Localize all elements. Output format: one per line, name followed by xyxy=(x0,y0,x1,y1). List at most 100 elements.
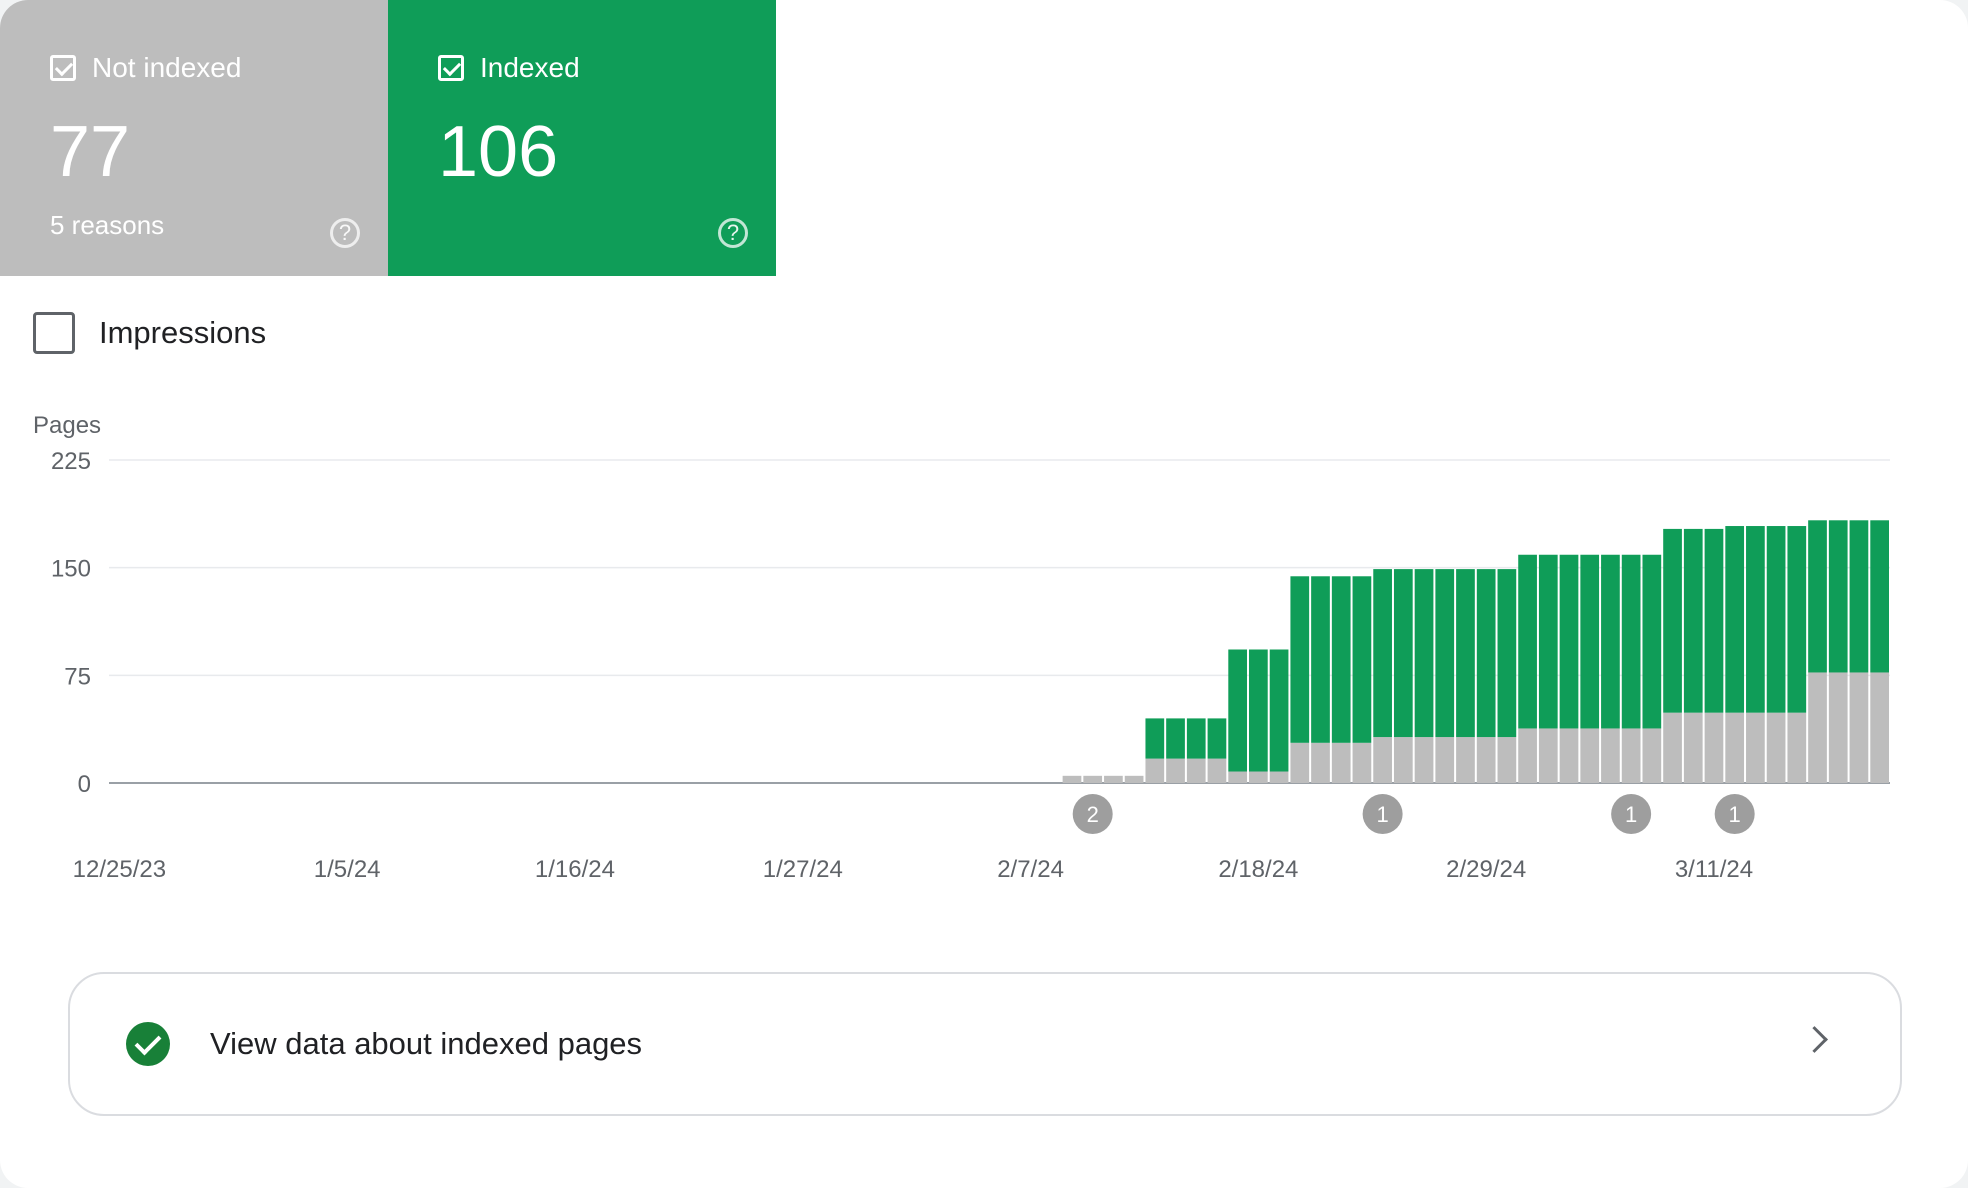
bar-not-indexed xyxy=(1538,728,1558,783)
bar-not-indexed xyxy=(1352,742,1372,783)
bar-indexed xyxy=(1828,520,1848,673)
bar-indexed xyxy=(1663,528,1682,713)
bar-indexed xyxy=(1414,569,1434,738)
x-tick-label: 1/16/24 xyxy=(535,856,615,883)
bar-not-indexed xyxy=(1145,758,1165,783)
bar-not-indexed xyxy=(1373,737,1392,783)
bar-indexed xyxy=(1331,576,1351,743)
checkbox-checked-icon[interactable] xyxy=(438,55,464,81)
bar-not-indexed xyxy=(1186,758,1206,783)
bar-indexed xyxy=(1393,569,1413,738)
checkbox-checked-icon[interactable] xyxy=(50,55,76,81)
not-indexed-label: Not indexed xyxy=(92,52,242,83)
bar-indexed xyxy=(1373,569,1392,738)
x-tick-label: 2/29/24 xyxy=(1446,856,1526,883)
bar-indexed xyxy=(1601,554,1620,729)
bar-not-indexed xyxy=(1228,771,1248,783)
bar-indexed xyxy=(1435,569,1455,738)
bar-indexed xyxy=(1621,554,1641,729)
bar-indexed xyxy=(1580,554,1600,729)
help-icon[interactable]: ? xyxy=(330,218,360,248)
impressions-label: Impressions xyxy=(99,315,267,350)
bar-not-indexed xyxy=(1601,728,1620,783)
bar-not-indexed xyxy=(1828,672,1848,783)
bar-not-indexed xyxy=(1124,775,1144,783)
bar-not-indexed xyxy=(1269,771,1289,783)
bar-not-indexed xyxy=(1062,775,1082,783)
not-indexed-tile[interactable]: Not indexed 77 5 reasons ? xyxy=(0,0,388,276)
bar-indexed xyxy=(1642,554,1662,729)
bar-indexed xyxy=(1476,569,1496,738)
bar-not-indexed xyxy=(1580,728,1600,783)
bar-indexed xyxy=(1746,526,1765,713)
help-icon[interactable]: ? xyxy=(718,218,748,248)
bar-not-indexed xyxy=(1704,712,1724,783)
bar-not-indexed xyxy=(1787,712,1807,783)
bar-indexed xyxy=(1808,520,1827,673)
indexed-tile[interactable]: Indexed 106 ? xyxy=(388,0,776,276)
y-tick-label: 150 xyxy=(51,556,91,583)
bar-not-indexed xyxy=(1746,712,1765,783)
view-indexed-pages-label: View data about indexed pages xyxy=(210,1026,643,1061)
bar-indexed xyxy=(1725,526,1745,713)
bar-indexed xyxy=(1311,576,1330,743)
annotation-count: 1 xyxy=(1376,802,1388,827)
impressions-toggle[interactable]: Impressions xyxy=(33,312,266,354)
y-tick-label: 0 xyxy=(78,771,91,798)
bar-not-indexed xyxy=(1870,672,1889,783)
bar-not-indexed xyxy=(1207,758,1227,783)
bar-not-indexed xyxy=(1331,742,1351,783)
view-indexed-pages-link[interactable]: View data about indexed pages xyxy=(68,972,1902,1116)
y-axis-label: Pages xyxy=(33,412,101,439)
bar-indexed xyxy=(1497,569,1517,738)
bar-not-indexed xyxy=(1683,712,1703,783)
bar-not-indexed xyxy=(1435,737,1455,783)
bar-indexed xyxy=(1559,554,1579,729)
bar-not-indexed xyxy=(1083,775,1103,783)
bar-not-indexed xyxy=(1497,737,1517,783)
bar-indexed xyxy=(1870,520,1889,673)
bar-not-indexed xyxy=(1621,728,1641,783)
bar-indexed xyxy=(1787,526,1807,713)
not-indexed-count: 77 xyxy=(50,112,131,192)
x-tick-label: 3/11/24 xyxy=(1675,856,1753,883)
bar-indexed xyxy=(1228,649,1248,772)
bar-not-indexed xyxy=(1249,771,1268,783)
indexed-header: Indexed xyxy=(438,50,776,86)
annotation-marker xyxy=(1362,794,1403,834)
bar-indexed xyxy=(1269,649,1289,772)
bar-not-indexed xyxy=(1290,742,1310,783)
annotation-marker xyxy=(1714,794,1755,834)
bar-not-indexed xyxy=(1642,728,1662,783)
bar-not-indexed xyxy=(1166,758,1185,783)
bar-not-indexed xyxy=(1766,712,1786,783)
y-tick-label: 225 xyxy=(51,448,91,475)
check-circle-icon xyxy=(126,1022,170,1066)
bar-indexed xyxy=(1352,576,1372,743)
bar-not-indexed xyxy=(1456,737,1475,783)
not-indexed-header: Not indexed xyxy=(50,50,388,86)
x-tick-label: 2/18/24 xyxy=(1218,856,1298,883)
indexed-count: 106 xyxy=(438,112,559,192)
annotation-count: 1 xyxy=(1625,802,1637,827)
bar-indexed xyxy=(1249,649,1268,772)
bar-not-indexed xyxy=(1808,672,1827,783)
bar-indexed xyxy=(1849,520,1869,673)
bar-indexed xyxy=(1290,576,1310,743)
bar-indexed xyxy=(1207,718,1227,759)
annotation-count: 2 xyxy=(1087,802,1099,827)
bar-indexed xyxy=(1518,554,1537,729)
x-tick-label: 1/5/24 xyxy=(314,856,381,883)
bar-not-indexed xyxy=(1518,728,1537,783)
bar-indexed xyxy=(1704,528,1724,713)
annotation-marker xyxy=(1072,794,1113,834)
bar-not-indexed xyxy=(1476,737,1496,783)
bar-not-indexed xyxy=(1311,742,1330,783)
indexed-label: Indexed xyxy=(480,52,580,83)
bar-not-indexed xyxy=(1414,737,1434,783)
checkbox-unchecked-icon[interactable] xyxy=(33,312,75,354)
pages-chart: Pages 0 75 150 225 12/25/23 1/5/24 1/16/24 1/27/… xyxy=(33,412,1890,883)
not-indexed-reasons: 5 reasons xyxy=(50,210,165,240)
chevron-right-icon xyxy=(1801,1026,1828,1053)
bar-not-indexed xyxy=(1849,672,1869,783)
